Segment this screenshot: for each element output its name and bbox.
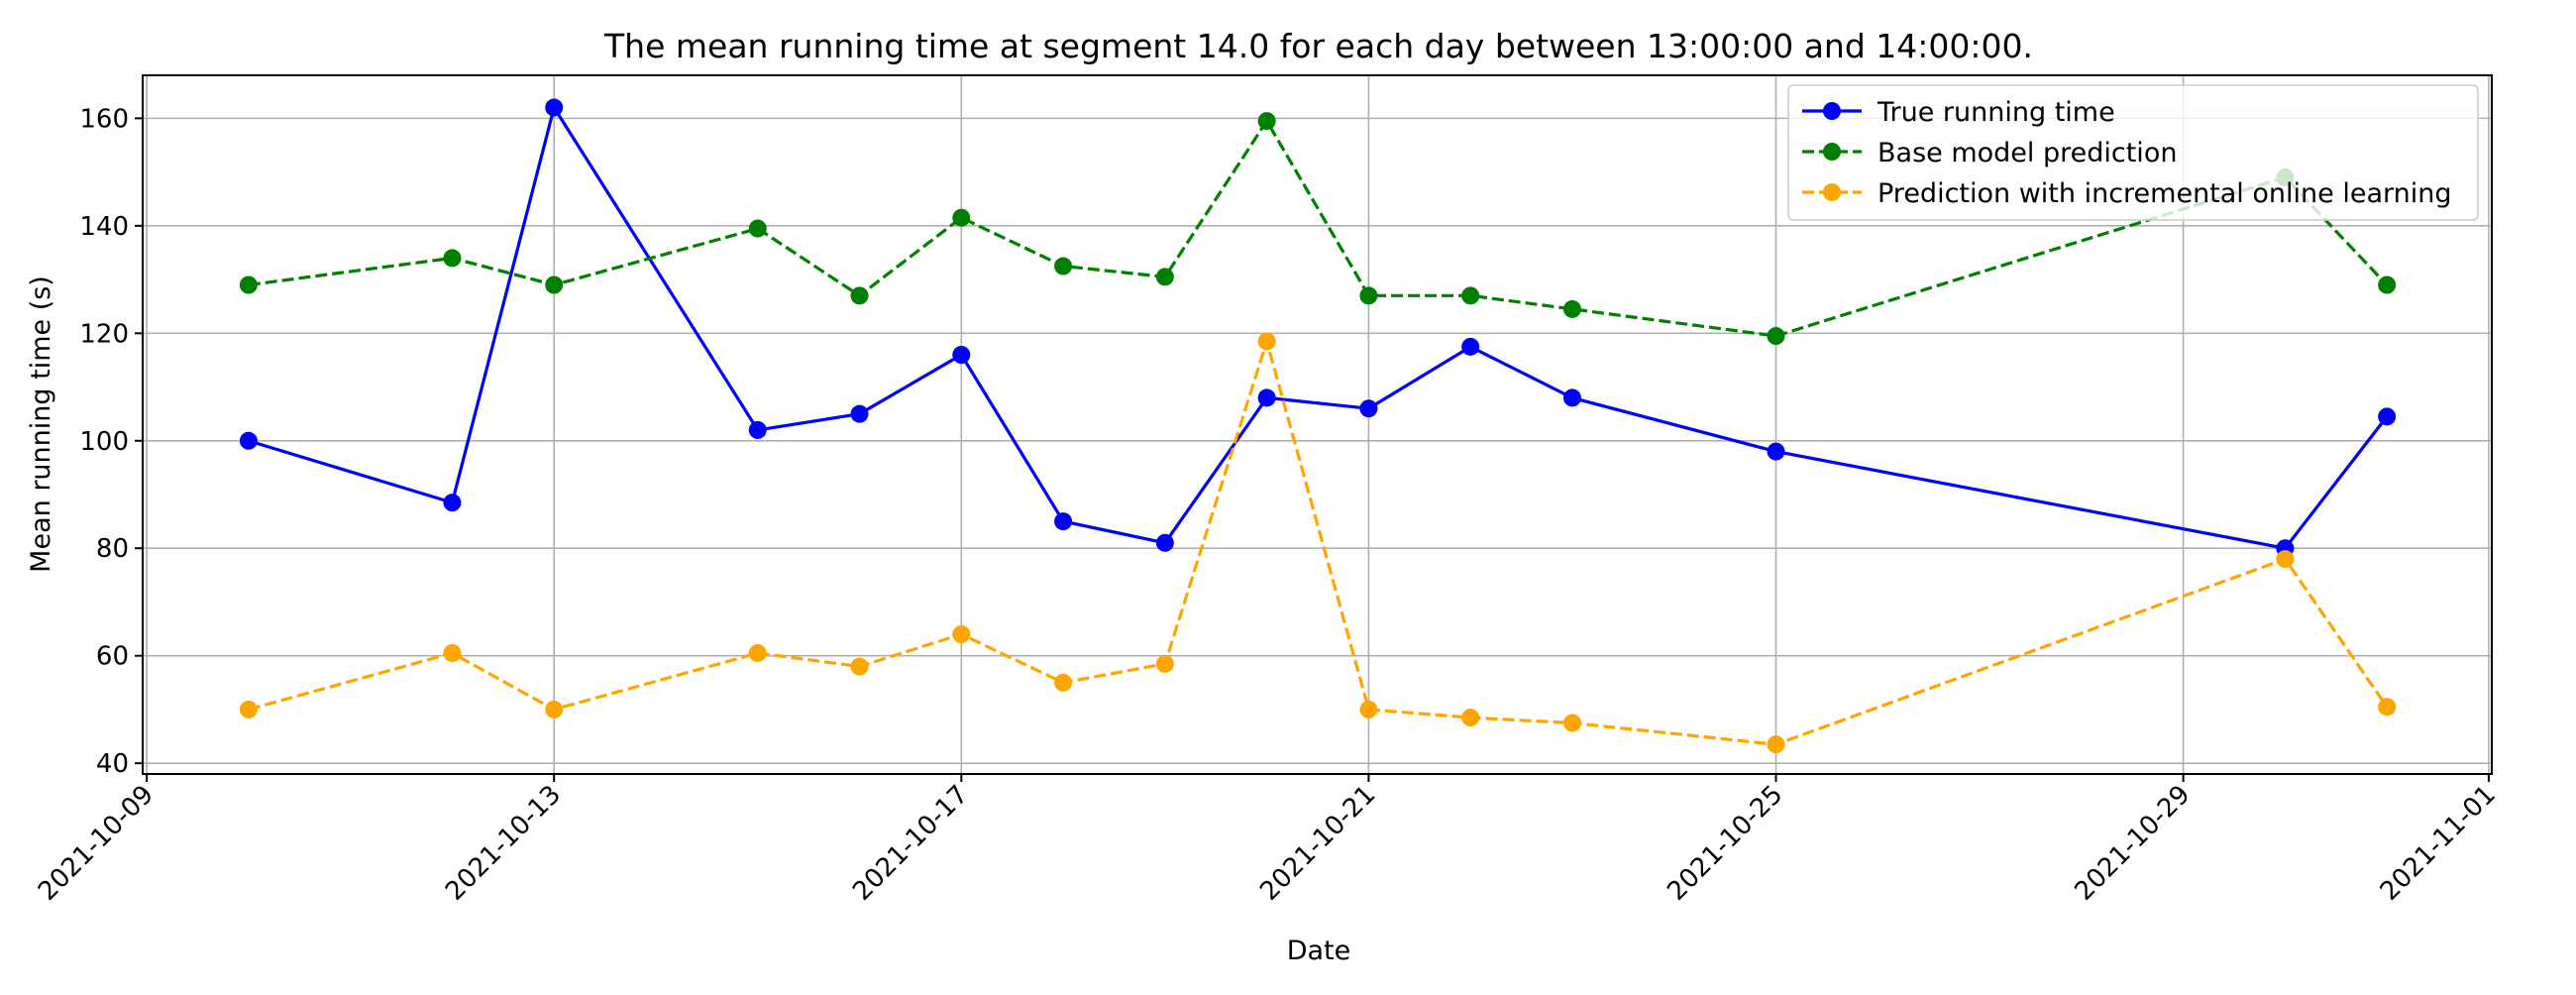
data-point (443, 249, 462, 268)
legend-label: Prediction with incremental online learn… (1878, 178, 2452, 209)
y-tick-label: 100 (79, 427, 129, 457)
x-tick-label: 2021-10-25 (1662, 780, 1788, 907)
x-tick-label: 2021-10-17 (847, 780, 974, 907)
data-point (1054, 512, 1073, 531)
data-point (1461, 337, 1480, 356)
x-tick-label: 2021-10-13 (440, 780, 567, 907)
data-point (748, 643, 767, 662)
data-point (443, 643, 462, 662)
data-point (952, 625, 971, 643)
data-point (2378, 698, 2397, 717)
data-point (850, 286, 869, 305)
data-point (1054, 257, 1073, 276)
data-point (1155, 268, 1174, 286)
y-tick-label: 160 (79, 104, 129, 134)
series-layer (239, 98, 2397, 754)
data-point (952, 346, 971, 364)
x-tick-label: 2021-10-09 (33, 780, 160, 907)
legend-marker (1823, 183, 1841, 201)
data-point (443, 494, 462, 512)
data-point (850, 657, 869, 676)
data-point (850, 404, 869, 423)
legend-marker (1823, 102, 1841, 120)
legend-box (1787, 84, 2479, 221)
data-point (1562, 714, 1581, 732)
data-point (239, 276, 258, 294)
data-point (1767, 735, 1785, 754)
data-point (1359, 399, 1378, 418)
data-point (545, 276, 564, 294)
data-point (545, 98, 564, 117)
x-tick-label: 2021-11-01 (2375, 780, 2502, 907)
data-point (1257, 112, 1276, 131)
data-point (1562, 388, 1581, 407)
series-2 (239, 112, 2397, 346)
x-axis-label: Date (1287, 936, 1351, 966)
legend-marker (1823, 143, 1841, 161)
data-point (239, 431, 258, 450)
chart-title: The mean running time at segment 14.0 fo… (603, 27, 2033, 65)
series-3 (239, 332, 2397, 754)
data-point (1359, 286, 1378, 305)
y-tick-label: 140 (79, 212, 129, 242)
data-point (1461, 286, 1480, 305)
data-point (1054, 673, 1073, 692)
data-point (748, 219, 767, 238)
data-point (2378, 407, 2397, 426)
data-point (1767, 442, 1785, 461)
data-point (748, 420, 767, 439)
y-axis-label: Mean running time (s) (26, 276, 56, 573)
data-point (2378, 276, 2397, 294)
legend: True running time Base model prediction Pr… (1787, 84, 2479, 221)
data-point (952, 208, 971, 227)
plot-frame (142, 74, 2493, 775)
data-point (545, 700, 564, 719)
data-point (2276, 550, 2295, 569)
data-point (1257, 332, 1276, 351)
data-point (1767, 327, 1785, 346)
x-tick-label: 2021-10-21 (1254, 780, 1381, 907)
y-tick-label: 40 (96, 749, 129, 779)
legend-label: Base model prediction (1878, 138, 2177, 168)
data-point (1461, 709, 1480, 727)
y-tick-label: 60 (96, 642, 129, 672)
x-tick-label: 2021-10-29 (2069, 780, 2196, 907)
y-tick-label: 120 (79, 319, 129, 349)
data-point (1562, 299, 1581, 318)
data-point (1359, 700, 1378, 719)
data-point (1155, 533, 1174, 552)
data-point (239, 700, 258, 719)
data-point (1257, 388, 1276, 407)
data-point (1155, 654, 1174, 673)
legend-label: True running time (1877, 97, 2115, 128)
y-tick-label: 80 (96, 534, 129, 564)
